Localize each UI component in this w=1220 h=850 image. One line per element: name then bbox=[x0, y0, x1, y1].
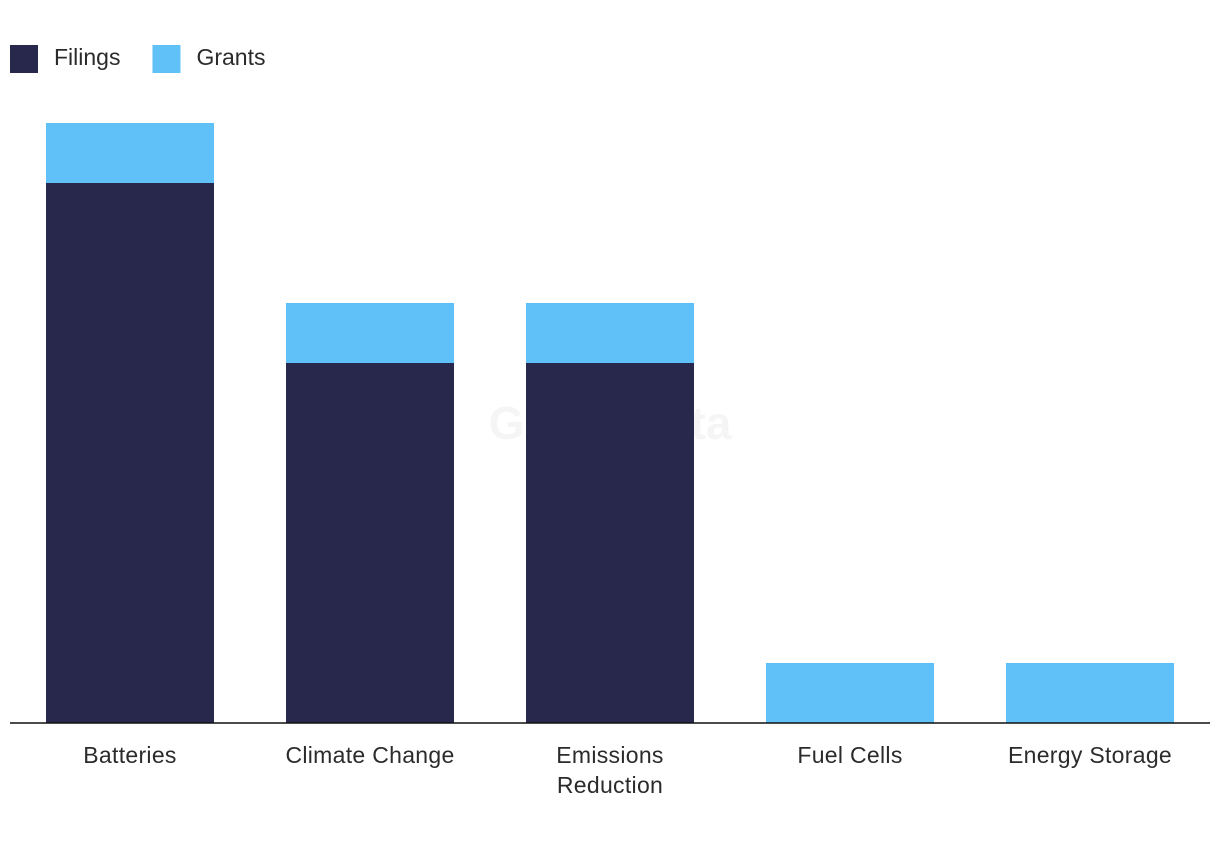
legend-swatch bbox=[10, 45, 38, 73]
bar-segment bbox=[46, 123, 214, 183]
bar-segment bbox=[1006, 663, 1174, 723]
x-tick-label: Emissions Reduction bbox=[556, 742, 664, 798]
x-tick-label: Climate Change bbox=[285, 742, 455, 768]
x-tick-label: Energy Storage bbox=[1007, 742, 1173, 768]
bar-segment bbox=[766, 663, 934, 723]
bar-segment bbox=[526, 303, 694, 363]
bar-segment bbox=[286, 363, 454, 723]
x-tick-label: Fuel Cells bbox=[797, 742, 903, 768]
legend-label: Grants bbox=[196, 44, 265, 70]
bar-segment bbox=[526, 363, 694, 723]
legend-label: Filings bbox=[54, 44, 120, 70]
bar-segment bbox=[46, 183, 214, 723]
bar-segment bbox=[286, 303, 454, 363]
legend-swatch bbox=[152, 45, 181, 73]
x-tick-label: Batteries bbox=[83, 742, 177, 768]
